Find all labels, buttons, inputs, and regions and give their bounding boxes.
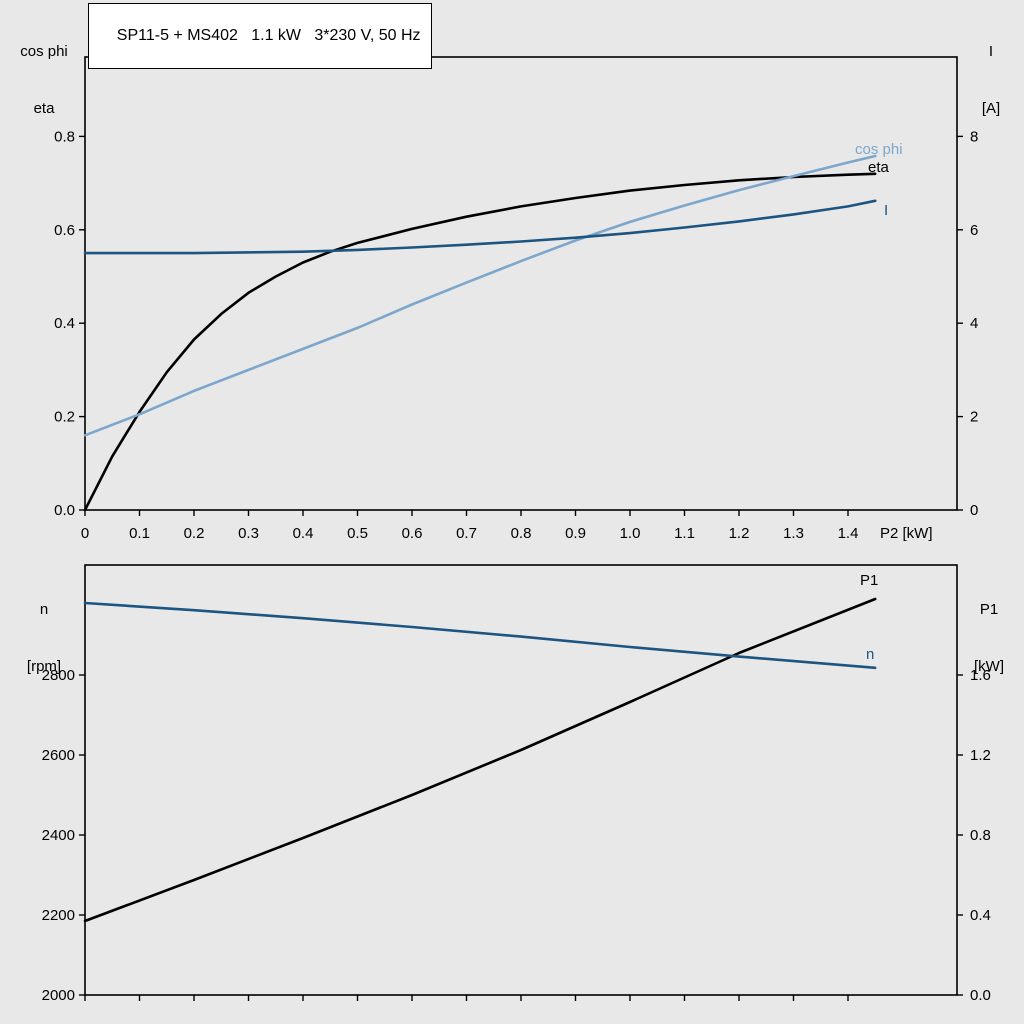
right-axis-title-line2: [A] [981,100,1001,117]
x-tick-label: 1.1 [674,525,695,542]
i-curve [83,199,877,255]
x-tick-label: 0.3 [238,525,259,542]
x-tick-label: 0.9 [565,525,586,542]
p1-curve-label: P1 [860,572,879,589]
y-left-tick-label: 2200 [42,907,75,924]
y-left-tick-label: 0.6 [54,222,75,239]
left-axis-title-bottom-line1: n [39,601,49,618]
right-axis-title-line1: I [988,43,994,60]
y-left-tick-label: 0.8 [54,128,75,145]
y-right-tick-label: 8 [970,128,978,145]
left-axis-title-bottom-line2: [rpm] [26,658,62,675]
left-axis-title-line2: eta [33,100,55,117]
y-left-tick-label: 2800 [42,667,75,684]
plot-frame [84,56,958,511]
y-right-tick-label: 0.4 [970,907,991,924]
cos-phi-curve-label: cos phi [855,141,903,158]
y-left-tick-label: 0.2 [54,409,75,426]
x-tick-label: 0.6 [402,525,423,542]
right-axis-title-bottom-line1: P1 [979,601,999,618]
n-curve-label: n [866,646,875,663]
right-axis-title-bottom: P1 [kW] [958,562,1020,714]
x-tick-label: 1.0 [620,525,641,542]
p1-curve [83,597,877,923]
y-right-tick-label: 0 [970,502,978,519]
x-tick-label: 1.4 [838,525,859,542]
x-tick-label: 0.4 [293,525,314,542]
plot-frame [84,564,958,996]
y-right-tick-label: 2 [970,409,978,426]
y-right-tick-label: 6 [970,222,978,239]
right-axis-title-top: I [A] [962,4,1020,156]
right-axis-title-bottom-line2: [kW] [974,658,1004,675]
left-axis-title-top: cos phi eta [4,4,84,156]
chart-title: SP11-5 + MS402 1.1 kW 3*230 V, 50 Hz [116,27,421,44]
y-left-tick-label: 0.4 [54,315,75,332]
n-curve [83,601,877,670]
y-right-tick-label: 0.0 [970,987,991,1004]
chart-title-box: SP11-5 + MS402 1.1 kW 3*230 V, 50 Hz [88,3,432,69]
y-right-tick-label: 1.6 [970,667,991,684]
y-right-tick-label: 4 [970,315,978,332]
y-left-tick-label: 2400 [42,827,75,844]
eta-curve-label: eta [868,159,889,176]
current-curve-label: I [884,202,889,219]
y-left-tick-label: 0.0 [54,502,75,519]
x-tick-label: 0 [81,525,89,542]
left-axis-title-bottom: n [rpm] [6,562,82,714]
x-tick-label: 0.7 [456,525,477,542]
y-left-tick-label: 2000 [42,987,75,1004]
left-axis-title-line1: cos phi [20,43,68,60]
x-tick-label: 1.2 [729,525,750,542]
eta-curve [83,172,877,512]
y-left-tick-label: 2600 [42,747,75,764]
x-tick-label: 0.1 [129,525,150,542]
y-right-tick-label: 0.8 [970,827,991,844]
x-tick-label: 0.2 [184,525,205,542]
x-tick-label: 0.5 [347,525,368,542]
cos-phi-curve [83,154,877,437]
x-tick-label: 1.3 [783,525,804,542]
y-right-tick-label: 1.2 [970,747,991,764]
x-axis-label: P2 [kW] [880,525,933,542]
x-tick-label: 0.8 [511,525,532,542]
